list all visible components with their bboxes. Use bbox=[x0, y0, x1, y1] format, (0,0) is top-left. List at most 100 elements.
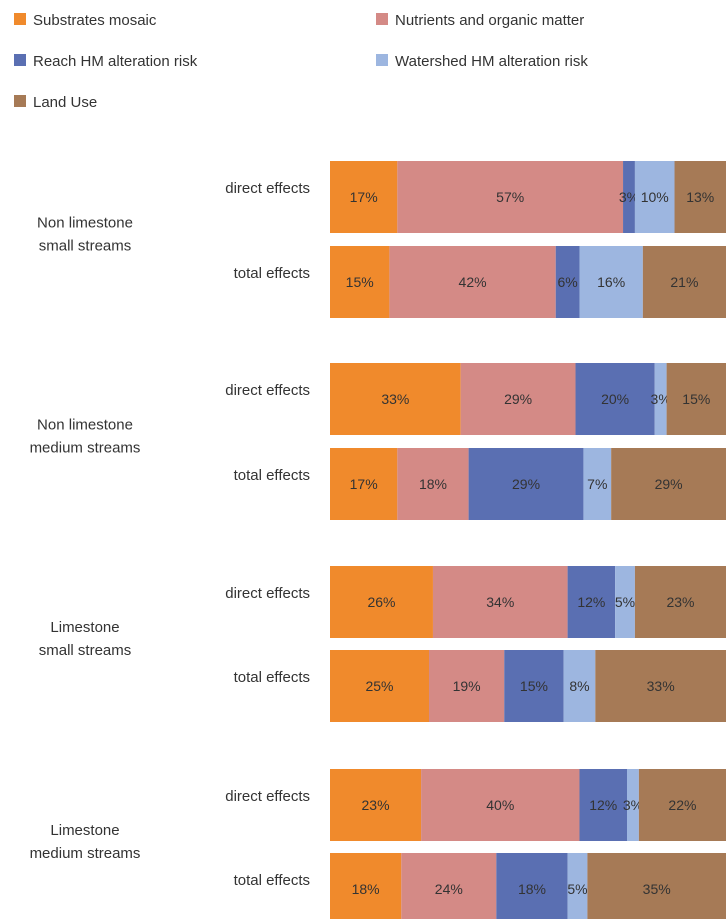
bar-segment bbox=[654, 363, 667, 435]
data-label: 35% bbox=[643, 881, 671, 897]
legend-label: Substrates mosaic bbox=[33, 12, 157, 29]
data-label: 16% bbox=[597, 274, 625, 290]
bar-segment bbox=[330, 769, 422, 841]
data-label: 29% bbox=[504, 391, 532, 407]
bar-segment bbox=[389, 246, 556, 318]
data-label: 3% bbox=[651, 391, 671, 407]
bar-segment bbox=[504, 650, 564, 722]
data-label: 29% bbox=[655, 476, 683, 492]
bar-label: total effects bbox=[234, 265, 310, 282]
bar-segment bbox=[330, 161, 398, 233]
data-label: 3% bbox=[619, 189, 639, 205]
bar-segment bbox=[567, 566, 616, 638]
data-label: 15% bbox=[682, 391, 710, 407]
group-label: Non limestone bbox=[37, 417, 133, 434]
bar-segment bbox=[555, 246, 580, 318]
legend-swatch bbox=[376, 13, 388, 25]
group-label: small streams bbox=[39, 642, 132, 659]
legend-item: Nutrients and organic matter bbox=[376, 12, 584, 29]
bar-segment bbox=[642, 246, 726, 318]
bar-segment bbox=[330, 650, 429, 722]
stream-group: Limestone medium streams direct effects 23%… bbox=[30, 769, 726, 919]
data-label: 19% bbox=[453, 678, 481, 694]
bar-segment bbox=[638, 769, 726, 841]
bar-segment bbox=[460, 363, 576, 435]
bar-segment bbox=[330, 246, 390, 318]
data-label: 17% bbox=[350, 189, 378, 205]
bar-segment bbox=[674, 161, 726, 233]
bar-segment bbox=[563, 650, 596, 722]
bar-label: direct effects bbox=[225, 788, 310, 805]
data-label: 17% bbox=[350, 476, 378, 492]
legend-swatch bbox=[376, 54, 388, 66]
bar-segment bbox=[397, 161, 624, 233]
bar-label: total effects bbox=[234, 669, 310, 686]
data-label: 21% bbox=[670, 274, 698, 290]
data-label: 40% bbox=[486, 797, 514, 813]
bar-segment bbox=[595, 650, 726, 722]
group-label: Limestone bbox=[50, 822, 119, 839]
legend-item: Land Use bbox=[14, 94, 97, 111]
data-label: 24% bbox=[435, 881, 463, 897]
bar-segment bbox=[567, 853, 588, 919]
bar-label: total effects bbox=[234, 467, 310, 484]
data-label: 22% bbox=[668, 797, 696, 813]
data-label: 33% bbox=[647, 678, 675, 694]
data-label: 13% bbox=[686, 189, 714, 205]
legend-swatch bbox=[14, 54, 26, 66]
bar-segment bbox=[583, 448, 612, 520]
legend-swatch bbox=[14, 13, 26, 25]
data-label: 26% bbox=[367, 594, 395, 610]
data-label: 18% bbox=[352, 881, 380, 897]
group-label: small streams bbox=[39, 238, 132, 255]
bar-segment bbox=[401, 853, 497, 919]
stream-group: Non limestone medium streams direct effect… bbox=[30, 363, 726, 520]
data-label: 23% bbox=[362, 797, 390, 813]
bar-segment bbox=[623, 161, 635, 233]
data-label: 3% bbox=[623, 797, 643, 813]
plot-area: Non limestone small streams direct effects… bbox=[30, 161, 726, 919]
bar-segment bbox=[432, 566, 568, 638]
bar-segment bbox=[611, 448, 726, 520]
bar-segment bbox=[330, 363, 461, 435]
bar-segment bbox=[330, 853, 402, 919]
data-label: 29% bbox=[512, 476, 540, 492]
legend-item: Reach HM alteration risk bbox=[14, 53, 198, 70]
bar-label: direct effects bbox=[225, 585, 310, 602]
legend-label: Watershed HM alteration risk bbox=[395, 53, 588, 70]
data-label: 5% bbox=[615, 594, 635, 610]
bar-label: direct effects bbox=[225, 180, 310, 197]
bar-segment bbox=[397, 448, 469, 520]
data-label: 10% bbox=[641, 189, 669, 205]
data-label: 57% bbox=[496, 189, 524, 205]
group-label: Non limestone bbox=[37, 215, 133, 232]
stream-group: Non limestone small streams direct effects… bbox=[37, 161, 726, 318]
bar-segment bbox=[634, 566, 726, 638]
data-label: 15% bbox=[520, 678, 548, 694]
stream-group: Limestone small streams direct effects 26% 3… bbox=[39, 566, 726, 722]
data-label: 23% bbox=[666, 594, 694, 610]
data-label: 25% bbox=[365, 678, 393, 694]
legend-label: Nutrients and organic matter bbox=[395, 12, 584, 29]
bar-segment bbox=[615, 566, 635, 638]
data-label: 15% bbox=[346, 274, 374, 290]
chart-legend: Substrates mosaic Nutrients and organic m… bbox=[14, 12, 588, 111]
bar-segment bbox=[496, 853, 568, 919]
bar-segment bbox=[634, 161, 675, 233]
bar-segment bbox=[579, 246, 643, 318]
bar-segment bbox=[627, 769, 639, 841]
group-label: Limestone bbox=[50, 619, 119, 636]
legend-item: Substrates mosaic bbox=[14, 12, 157, 29]
bar-segment bbox=[575, 363, 655, 435]
bar-segment bbox=[468, 448, 584, 520]
data-label: 8% bbox=[569, 678, 589, 694]
data-label: 6% bbox=[557, 274, 577, 290]
group-label: medium streams bbox=[30, 845, 141, 862]
bar-label: total effects bbox=[234, 872, 310, 889]
bar-segment bbox=[429, 650, 505, 722]
data-label: 7% bbox=[587, 476, 607, 492]
legend-swatch bbox=[14, 95, 26, 107]
bar-segment bbox=[421, 769, 580, 841]
bar-segment bbox=[666, 363, 726, 435]
